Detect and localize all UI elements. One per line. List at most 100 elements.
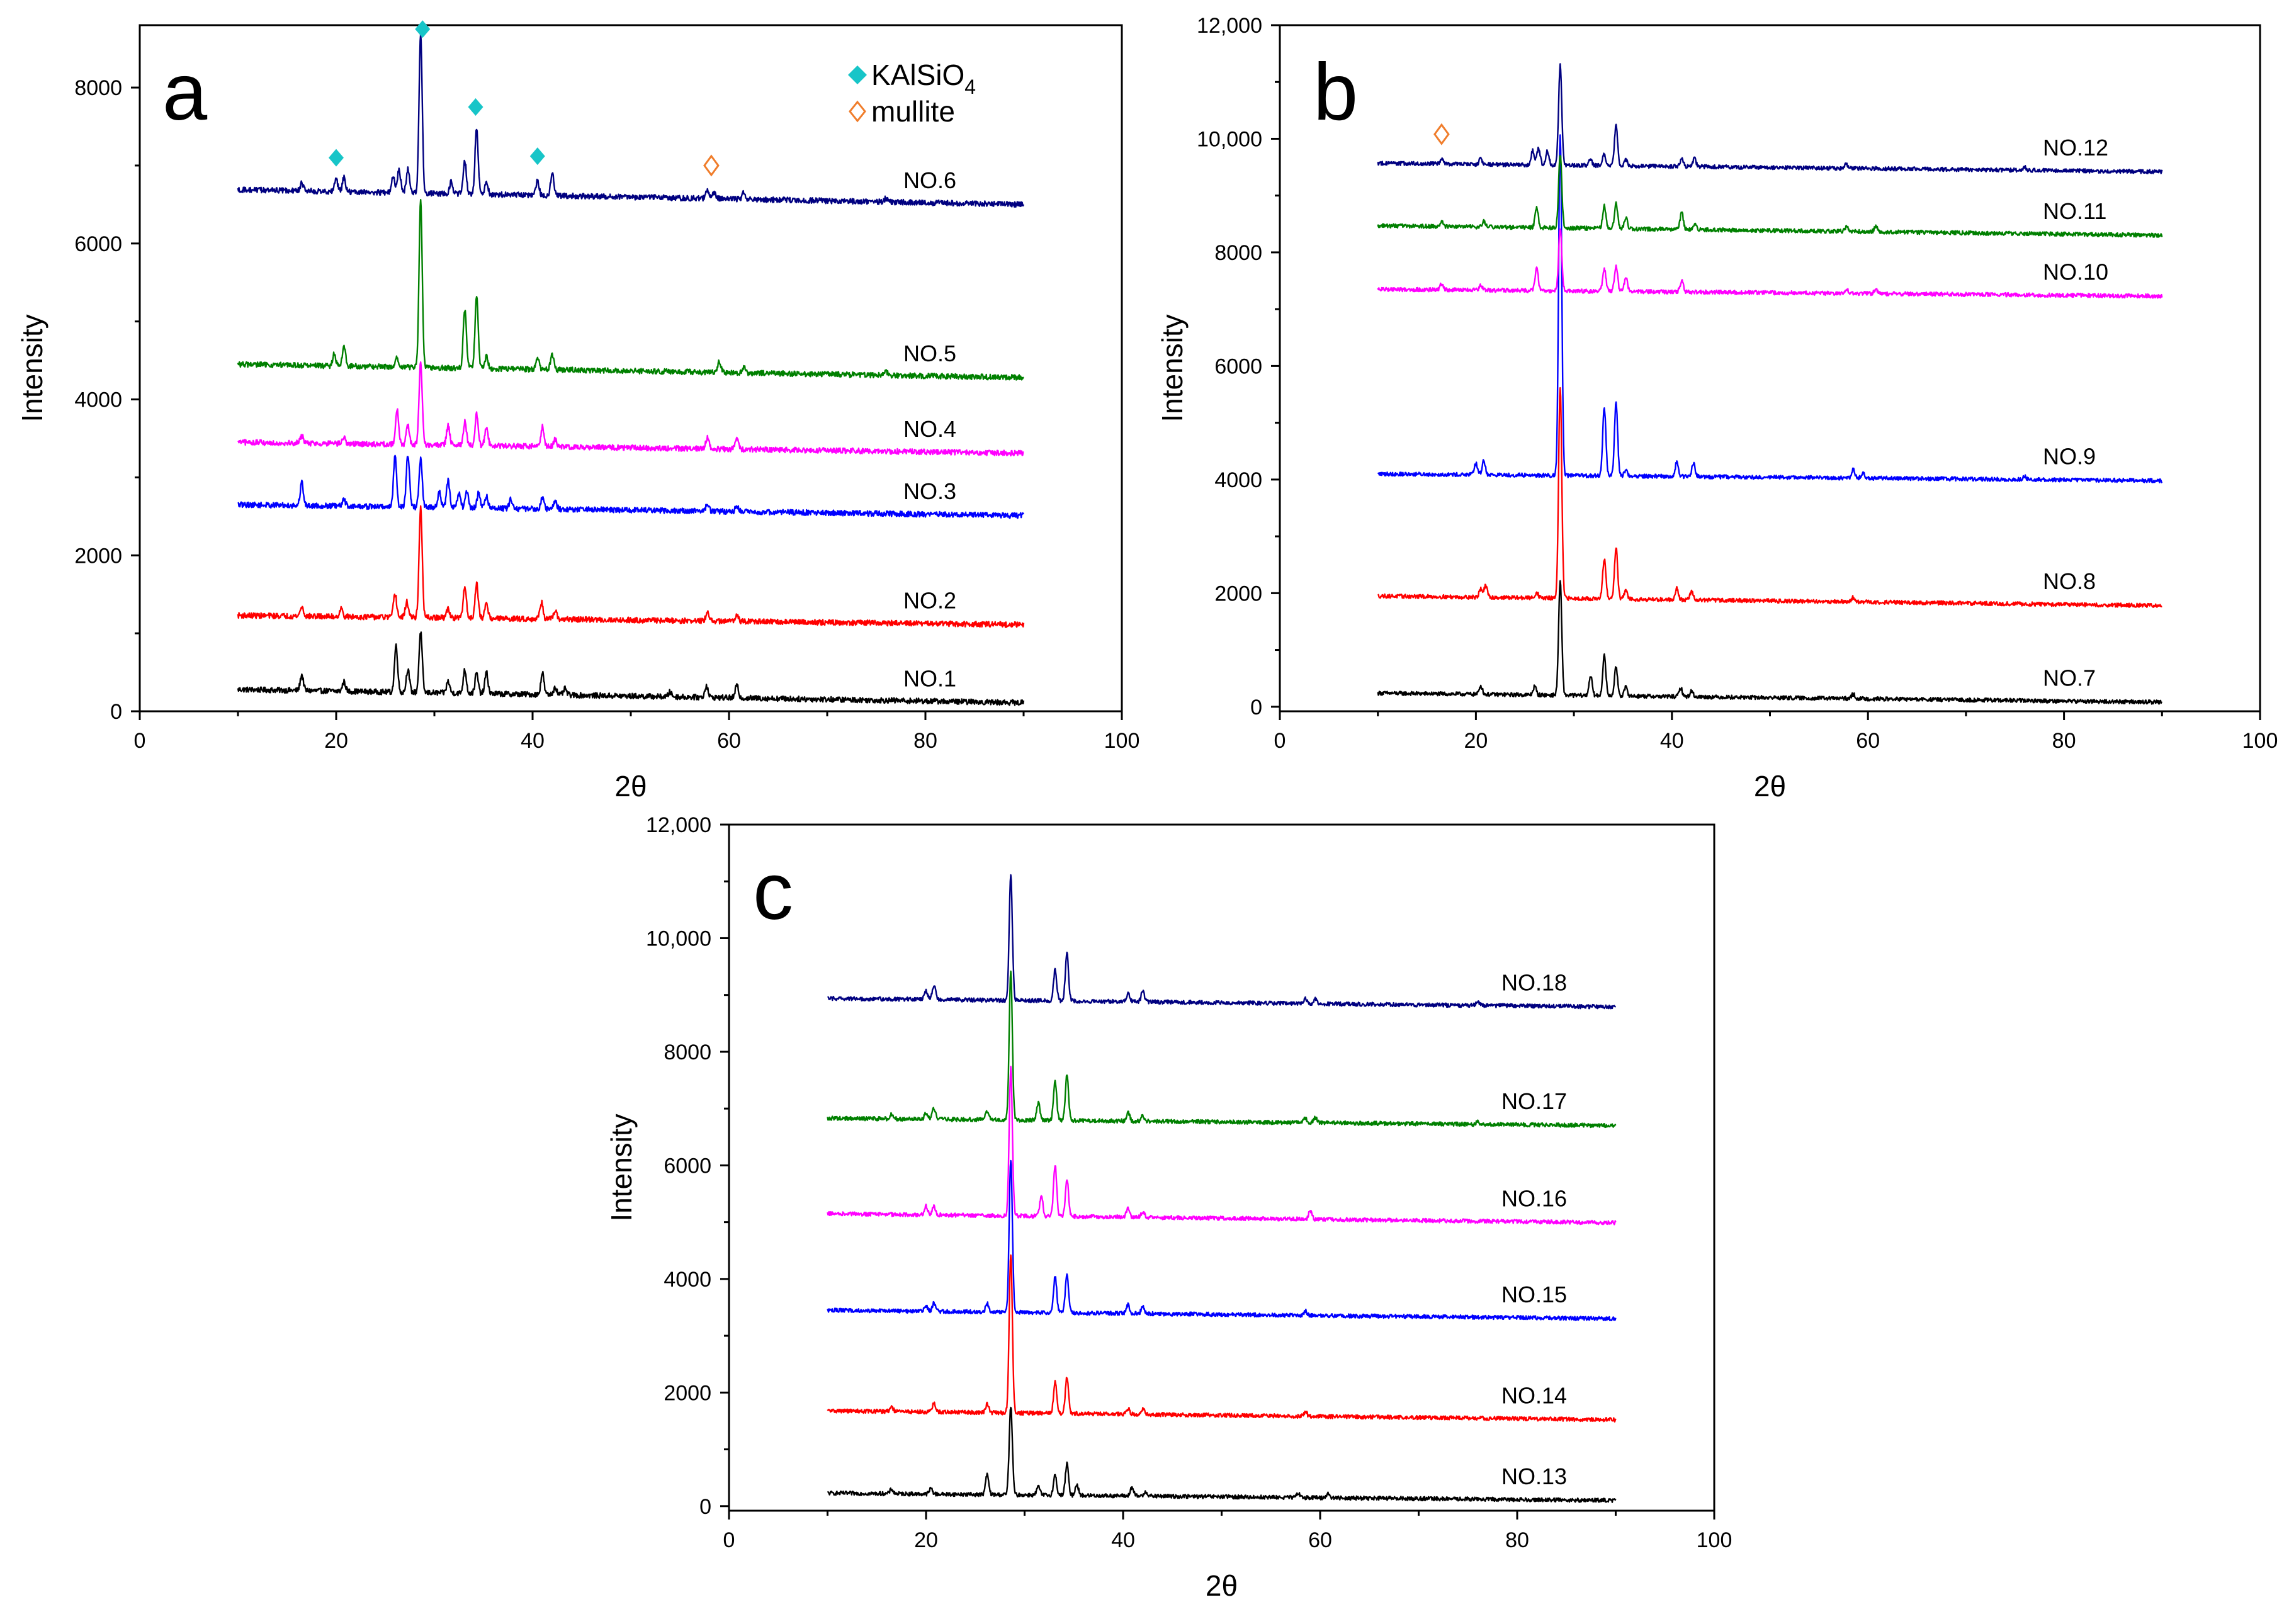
kalsio4-diamond-marker <box>468 98 483 116</box>
x-tick-label: 60 <box>1308 1528 1332 1552</box>
open-diamond-icon <box>849 100 866 123</box>
x-tick-label: 80 <box>2052 729 2076 753</box>
legend-item-kalsio4: KAlSiO4 <box>848 59 976 98</box>
series-label-no8: NO.8 <box>2043 568 2096 594</box>
series-line-no14 <box>827 1254 1617 1423</box>
y-tick-label: 0 <box>110 700 122 724</box>
series-label-no4: NO.4 <box>903 416 956 442</box>
series-line-no12 <box>1377 63 2163 174</box>
panel-c-label: c <box>753 847 793 937</box>
series-line-no13 <box>827 1406 1617 1503</box>
panel-a-y-axis-label: Intensity <box>16 314 48 422</box>
y-tick-label: 4000 <box>74 388 122 412</box>
kalsio4-diamond-marker <box>529 147 545 166</box>
series-label-no15: NO.15 <box>1501 1282 1567 1307</box>
legend: KAlSiO4 mullite <box>848 59 976 128</box>
y-tick-label: 8000 <box>664 1040 711 1064</box>
series-label-no12: NO.12 <box>2043 135 2108 161</box>
y-tick-label: 6000 <box>74 232 122 256</box>
series-line-no16 <box>827 1066 1617 1226</box>
x-tick-label: 40 <box>521 729 545 753</box>
panel-c-series: NO.13 NO.14 NO.15 NO.16 NO.17 NO.18 <box>827 874 1617 1503</box>
x-tick-label: 100 <box>1697 1528 1732 1552</box>
panel-a-phase-markers <box>329 20 720 177</box>
kalsio4-diamond-marker <box>329 149 344 167</box>
panel-b-phase-markers <box>1433 123 1450 145</box>
x-tick-label: 100 <box>2242 729 2278 753</box>
panel-a: NO.1 NO.2 NO.3 NO.4 NO.5 NO.6 0 20 40 60 80 100 0 20… <box>16 20 1139 803</box>
x-tick-label: 60 <box>717 729 741 753</box>
x-tick-label: 100 <box>1104 729 1140 753</box>
series-line-no7 <box>1377 580 2162 705</box>
series-line-no6 <box>237 33 1025 208</box>
panel-b-x-axis-label: 2θ <box>1754 770 1786 803</box>
y-tick-label: 0 <box>1250 696 1262 719</box>
series-label-no18: NO.18 <box>1501 970 1567 996</box>
panel-c: NO.13 NO.14 NO.15 NO.16 NO.17 NO.18 0 20 40 60 80… <box>605 813 1732 1602</box>
series-label-no10: NO.10 <box>2043 259 2108 285</box>
x-tick-label: 20 <box>1464 729 1488 753</box>
series-label-no14: NO.14 <box>1501 1383 1567 1409</box>
x-tick-label: 20 <box>914 1528 938 1552</box>
y-tick-label: 12,000 <box>1197 14 1262 38</box>
panel-a-series: NO.1 NO.2 NO.3 NO.4 NO.5 NO.6 <box>237 33 1025 706</box>
x-tick-label: 40 <box>1660 729 1684 753</box>
series-line-no3 <box>237 454 1025 519</box>
panel-b-series: NO.7 NO.8 NO.9 NO.10 NO.11 NO.12 <box>1377 63 2163 705</box>
series-label-no5: NO.5 <box>903 341 956 366</box>
x-tick-label: 0 <box>723 1528 735 1552</box>
filled-diamond-icon <box>848 65 867 84</box>
series-line-no5 <box>237 199 1024 381</box>
panel-a-x-axis-label: 2θ <box>614 770 647 803</box>
x-tick-label: 60 <box>1856 729 1880 753</box>
panel-c-y-axis-label: Intensity <box>605 1114 638 1221</box>
series-line-no2 <box>237 505 1025 628</box>
series-line-no15 <box>827 1159 1617 1322</box>
panel-b-y-axis-label: Intensity <box>1156 314 1189 422</box>
series-line-no8 <box>1377 386 2162 608</box>
y-tick-label: 2000 <box>1214 582 1262 606</box>
panel-b-axes: 0 20 40 60 80 100 0 2000 4000 6000 8000 10,000 12,00… <box>1197 14 2278 753</box>
series-label-no17: NO.17 <box>1501 1088 1567 1114</box>
series-label-no3: NO.3 <box>903 478 956 504</box>
y-tick-label: 0 <box>699 1495 711 1519</box>
y-tick-label: 4000 <box>1214 468 1262 492</box>
series-line-no17 <box>827 970 1617 1129</box>
y-tick-label: 10,000 <box>1197 127 1262 151</box>
legend-item-mullite: mullite <box>849 95 955 128</box>
series-label-no6: NO.6 <box>903 167 956 193</box>
series-line-no11 <box>1377 154 2163 238</box>
series-label-no2: NO.2 <box>903 588 956 614</box>
legend-kalsio4-subscript: 4 <box>964 76 976 98</box>
panel-c-axes: 0 20 40 60 80 100 0 2000 4000 6000 8000 10,000 12,00… <box>646 813 1732 1552</box>
series-label-no7: NO.7 <box>2043 665 2096 691</box>
x-tick-label: 80 <box>1505 1528 1529 1552</box>
series-line-no10 <box>1377 228 2163 299</box>
y-tick-label: 6000 <box>664 1154 711 1178</box>
series-line-no18 <box>827 874 1617 1010</box>
legend-kalsio4-label: KAlSiO <box>871 59 964 91</box>
panel-a-axes: 0 20 40 60 80 100 0 2000 4000 6000 8000 <box>74 76 1139 753</box>
panel-c-x-axis-label: 2θ <box>1206 1569 1238 1602</box>
y-tick-label: 6000 <box>1214 354 1262 378</box>
y-tick-label: 4000 <box>664 1268 711 1292</box>
series-label-no11: NO.11 <box>2043 198 2106 224</box>
panel-a-label: a <box>162 47 208 137</box>
x-tick-label: 0 <box>134 729 146 753</box>
x-tick-label: 40 <box>1111 1528 1135 1552</box>
y-tick-label: 8000 <box>74 76 122 100</box>
series-line-no9 <box>1377 134 2163 483</box>
x-tick-label: 80 <box>913 729 937 753</box>
panel-b: NO.7 NO.8 NO.9 NO.10 NO.11 NO.12 0 20 40 60 80 100… <box>1156 14 2278 803</box>
mullite-diamond-marker <box>703 154 720 177</box>
kalsio4-diamond-marker <box>415 20 431 38</box>
series-line-no4 <box>237 361 1024 457</box>
panel-b-label: b <box>1313 47 1358 137</box>
series-label-no13: NO.13 <box>1501 1463 1567 1489</box>
x-tick-label: 20 <box>324 729 348 753</box>
y-tick-label: 12,000 <box>646 813 711 837</box>
series-line-no1 <box>237 631 1025 706</box>
y-tick-label: 10,000 <box>646 927 711 950</box>
